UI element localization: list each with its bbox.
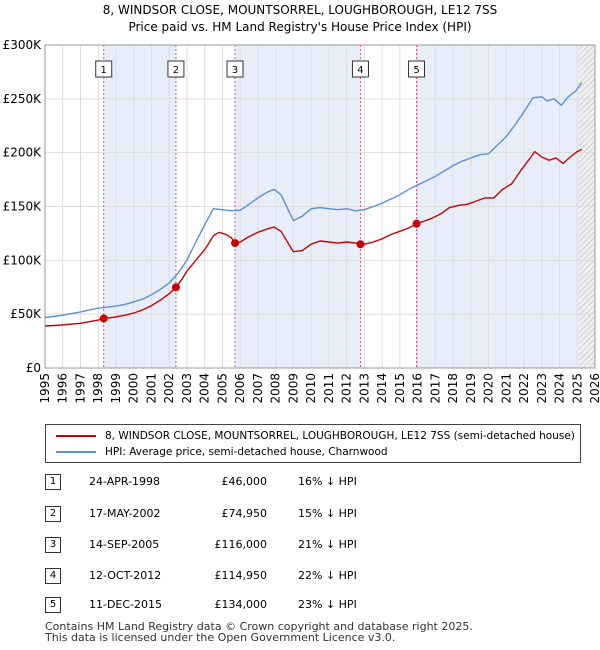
legend-item-property: 8, WINDSOR CLOSE, MOUNTSORREL, LOUGHBORO…	[56, 429, 575, 443]
sale-date: 24-APR-1998	[89, 475, 161, 488]
sale-box-label: 1	[101, 65, 107, 76]
sale-date: 12-OCT-2012	[89, 569, 162, 582]
x-tick-label: 1995	[38, 373, 52, 404]
y-tick-label: £300K	[3, 38, 43, 52]
chart-subtitle: Price paid vs. HM Land Registry's House …	[128, 20, 472, 34]
sale-hpi-diff: 15% ↓ HPI	[298, 507, 357, 520]
sale-box-label: 3	[232, 65, 238, 76]
price-chart: 1 2 3 4 5 £0 £50K £100K £150K £200K £250K £300K 199…	[3, 38, 600, 404]
sale-hpi-diff: 23% ↓ HPI	[298, 598, 357, 611]
y-tick-label: £100K	[3, 253, 43, 267]
x-tick-label: 2019	[464, 373, 478, 404]
sale-number-badge: 5	[45, 597, 61, 613]
sale-price: £134,000	[214, 598, 268, 611]
legend-item-hpi: HPI: Average price, semi-detached house,…	[56, 445, 388, 459]
sale-number-badge: 4	[45, 568, 61, 584]
x-tick-label: 2011	[322, 373, 336, 404]
x-tick-label: 2014	[375, 373, 389, 404]
sale-marker	[171, 283, 180, 292]
x-tick-label: 1997	[73, 373, 87, 404]
x-tick-label: 2008	[269, 373, 283, 404]
sale-date: 14-SEP-2005	[89, 538, 160, 551]
x-tick-label: 2021	[499, 373, 513, 404]
sale-box-label: 4	[357, 65, 363, 76]
x-tick-label: 2001	[144, 373, 158, 404]
x-tick-label: 2015	[393, 373, 407, 404]
sale-box	[226, 60, 244, 78]
x-tick-label: 2013	[357, 373, 371, 404]
sale-price: £74,950	[221, 507, 268, 520]
property-series-line	[44, 148, 583, 327]
legend-label-hpi: HPI: Average price, semi-detached house,…	[105, 446, 388, 458]
x-tick-label: 2003	[180, 373, 194, 404]
sale-price: £46,000	[221, 475, 268, 488]
hpi-series-line	[44, 82, 583, 319]
x-tick-label: 2025	[570, 373, 584, 404]
x-tick-label: 2004	[198, 373, 212, 404]
x-tick-label: 2010	[304, 373, 318, 404]
y-tick-label: £200K	[3, 146, 43, 160]
legend-swatch-property	[56, 435, 96, 437]
x-tick-label: 2026	[588, 373, 600, 404]
sale-box	[95, 60, 113, 78]
x-tick-label: 2006	[233, 373, 247, 404]
sale-marker	[356, 240, 365, 249]
x-tick-label: 2024	[553, 373, 567, 404]
plot-frame	[44, 44, 596, 369]
sale-box	[351, 60, 369, 78]
x-tick-label: 2007	[251, 373, 265, 404]
x-tick-label: 2022	[517, 373, 531, 404]
x-tick-label: 2020	[482, 373, 496, 404]
x-tick-label: 2005	[215, 373, 229, 404]
y-tick-label: £150K	[3, 200, 43, 214]
x-tick-label: 2009	[286, 373, 300, 404]
legend: 8, WINDSOR CLOSE, MOUNTSORREL, LOUGHBORO…	[45, 424, 581, 463]
y-tick-label: £50K	[10, 307, 42, 321]
sale-hpi-diff: 16% ↓ HPI	[298, 475, 357, 488]
sale-hpi-diff: 22% ↓ HPI	[298, 569, 357, 582]
sale-price: £116,000	[214, 538, 268, 551]
x-tick-label: 2017	[428, 373, 442, 404]
footer-license: This data is licensed under the Open Gov…	[45, 631, 396, 644]
y-tick-label: £250K	[3, 92, 43, 106]
y-tick-label: £0	[26, 361, 41, 375]
sale-date: 17-MAY-2002	[89, 507, 161, 520]
sale-box	[408, 60, 426, 78]
sale-number-badge: 2	[45, 506, 61, 522]
sale-marker	[231, 239, 240, 248]
sale-hpi-diff: 21% ↓ HPI	[298, 538, 357, 551]
sale-box-label: 5	[413, 65, 419, 76]
legend-label-property: 8, WINDSOR CLOSE, MOUNTSORREL, LOUGHBORO…	[105, 430, 575, 442]
sale-box	[167, 60, 185, 78]
sale-price: £114,950	[214, 569, 268, 582]
sale-number-badge: 3	[45, 537, 61, 553]
sale-date: 11-DEC-2015	[89, 598, 163, 611]
x-tick-label: 2018	[446, 373, 460, 404]
sale-marker	[412, 219, 421, 228]
x-tick-label: 2016	[411, 373, 425, 404]
sale-number-badge: 1	[45, 474, 61, 490]
x-tick-label: 2023	[535, 373, 549, 404]
x-tick-label: 1999	[109, 373, 123, 404]
footer-copyright: Contains HM Land Registry data © Crown c…	[45, 620, 473, 633]
x-tick-label: 2002	[162, 373, 176, 404]
x-tick-label: 2012	[340, 373, 354, 404]
x-tick-label: 2000	[127, 373, 141, 404]
sale-marker	[99, 314, 108, 323]
chart-title: 8, WINDSOR CLOSE, MOUNTSORREL, LOUGHBORO…	[102, 3, 498, 17]
sale-box-label: 2	[173, 65, 179, 76]
x-tick-label: 1996	[56, 373, 70, 404]
legend-swatch-hpi	[56, 451, 96, 453]
x-tick-label: 1998	[91, 373, 105, 404]
